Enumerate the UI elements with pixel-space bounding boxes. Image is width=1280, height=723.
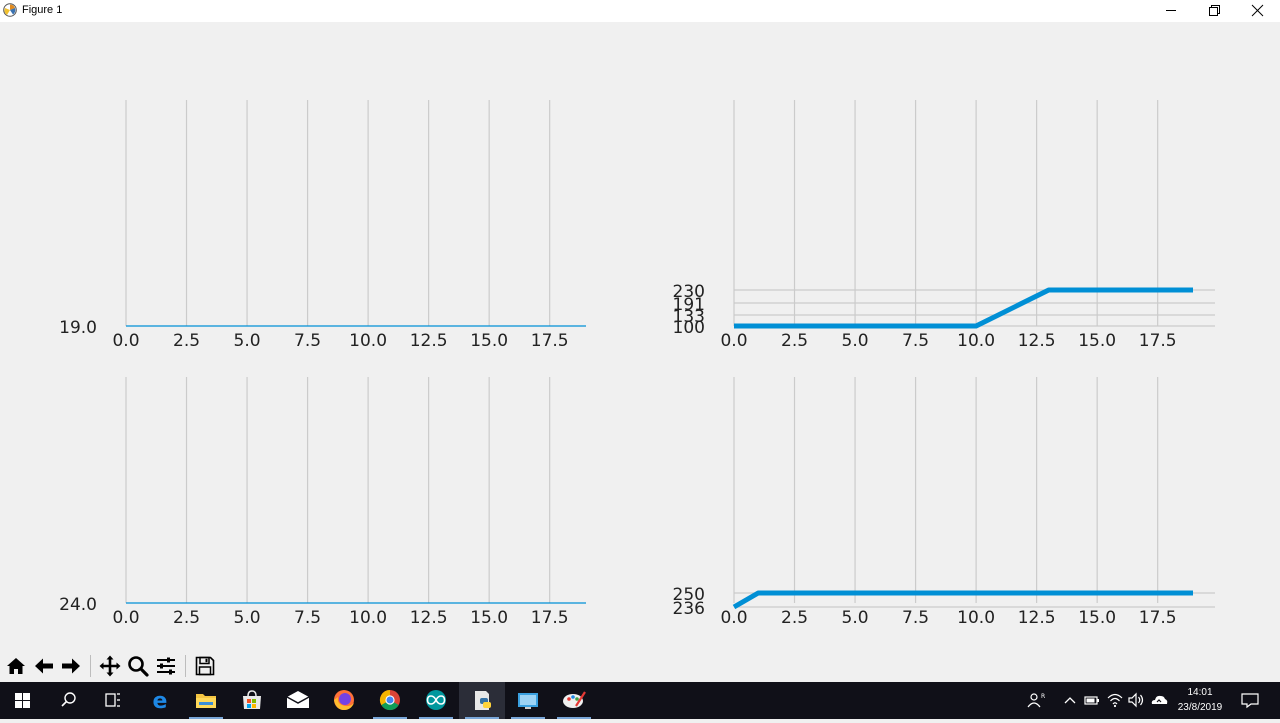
task-view-icon[interactable] [90,682,136,719]
chrome-icon[interactable] [367,682,413,719]
taskbar-clock[interactable]: 14:01 23/8/2019 [1170,685,1230,715]
x-tick-label: 7.5 [294,331,321,351]
x-tick-label: 10.0 [349,608,387,628]
subplots-figure: 0.0 2.5 5.0 7.5 10.0 12.5 15.0 17.5 19.0 0.0 2.5 5.… [59,100,1215,628]
svg-text:R: R [1041,693,1045,700]
toolbar-separator [185,655,186,677]
x-tick-label: 10.0 [957,608,995,628]
people-icon[interactable]: R [1026,690,1046,710]
x-tick-label: 7.5 [902,331,929,351]
volume-icon[interactable] [1126,690,1146,710]
x-tick-label: 5.0 [842,331,869,351]
zoom-icon[interactable] [126,654,150,678]
x-tick-label: 17.5 [1139,331,1177,351]
arduino-icon[interactable] [413,682,459,719]
chevron-up-icon[interactable] [1060,690,1080,710]
file-explorer-icon[interactable] [183,682,229,719]
y-tick-label: 19.0 [59,318,97,338]
series-line [732,590,1193,610]
remote-desktop-icon[interactable] [505,682,551,719]
y-tick-label: 250 [673,585,705,605]
clock-date: 23/8/2019 [1177,702,1223,713]
toolbar-separator [90,655,91,677]
onedrive-icon[interactable] [1149,690,1169,710]
maximize-icon[interactable] [1192,0,1236,22]
series-line [734,287,1193,329]
mail-icon[interactable] [275,682,321,719]
x-tick-label: 7.5 [294,608,321,628]
x-tick-label: 5.0 [842,608,869,628]
windows-taskbar: e [0,682,1280,719]
figure-canvas[interactable]: 0.0 2.5 5.0 7.5 10.0 12.5 15.0 17.5 19.0 0.0 2.5 5.… [0,22,1280,650]
close-icon[interactable] [1235,0,1279,22]
x-tick-label: 0.0 [720,331,747,351]
wifi-icon[interactable] [1105,690,1125,710]
window-titlebar: Figure 1 [0,0,1280,22]
battery-icon[interactable] [1082,690,1102,710]
y-tick-label: 230 [673,282,705,302]
y-tick-label: 191 [673,295,705,315]
firefox-icon[interactable] [321,682,367,719]
edge-icon[interactable]: e [137,682,183,719]
pan-icon[interactable] [98,654,122,678]
svg-text:e: e [153,689,168,714]
clock-time: 14:01 [1187,687,1213,698]
x-tick-label: 5.0 [234,331,261,351]
x-tick-label: 10.0 [349,331,387,351]
notifications-icon[interactable] [1240,690,1260,710]
x-tick-label: 17.5 [531,331,569,351]
x-tick-label: 17.5 [1139,608,1177,628]
x-tick-label: 17.5 [531,608,569,628]
x-tick-label: 5.0 [234,608,261,628]
window-title: Figure 1 [22,4,63,16]
configure-subplots-icon[interactable] [154,654,178,678]
y-tick-label: 100 [673,318,705,338]
home-icon[interactable] [4,654,28,678]
x-tick-label: 2.5 [781,331,808,351]
x-tick-label: 7.5 [902,608,929,628]
matplotlib-logo-icon [3,3,17,17]
x-tick-label: 10.0 [957,331,995,351]
back-arrow-icon[interactable] [32,654,56,678]
python-icon[interactable] [459,682,505,719]
x-tick-label: 0.0 [112,608,139,628]
x-tick-label: 15.0 [470,608,508,628]
search-icon[interactable] [46,682,92,719]
x-tick-label: 12.5 [410,608,448,628]
x-tick-label: 15.0 [1078,608,1116,628]
x-tick-label: 15.0 [1078,331,1116,351]
x-tick-label: 0.0 [112,331,139,351]
minimize-icon[interactable] [1149,0,1193,22]
paint-icon[interactable] [551,682,597,719]
windows-start-icon[interactable] [0,682,46,719]
x-tick-label: 0.0 [720,608,747,628]
x-tick-label: 2.5 [173,608,200,628]
navigation-toolbar [0,650,1280,682]
x-tick-label: 2.5 [781,608,808,628]
save-icon[interactable] [193,654,217,678]
x-tick-label: 15.0 [470,331,508,351]
store-icon[interactable] [229,682,275,719]
y-tick-label: 133 [673,307,705,327]
x-tick-label: 12.5 [1018,608,1056,628]
forward-arrow-icon[interactable] [59,654,83,678]
y-tick-label: 24.0 [59,595,97,615]
x-tick-label: 12.5 [410,331,448,351]
y-tick-label: 236 [673,599,705,619]
x-tick-label: 12.5 [1018,331,1056,351]
x-tick-label: 2.5 [173,331,200,351]
